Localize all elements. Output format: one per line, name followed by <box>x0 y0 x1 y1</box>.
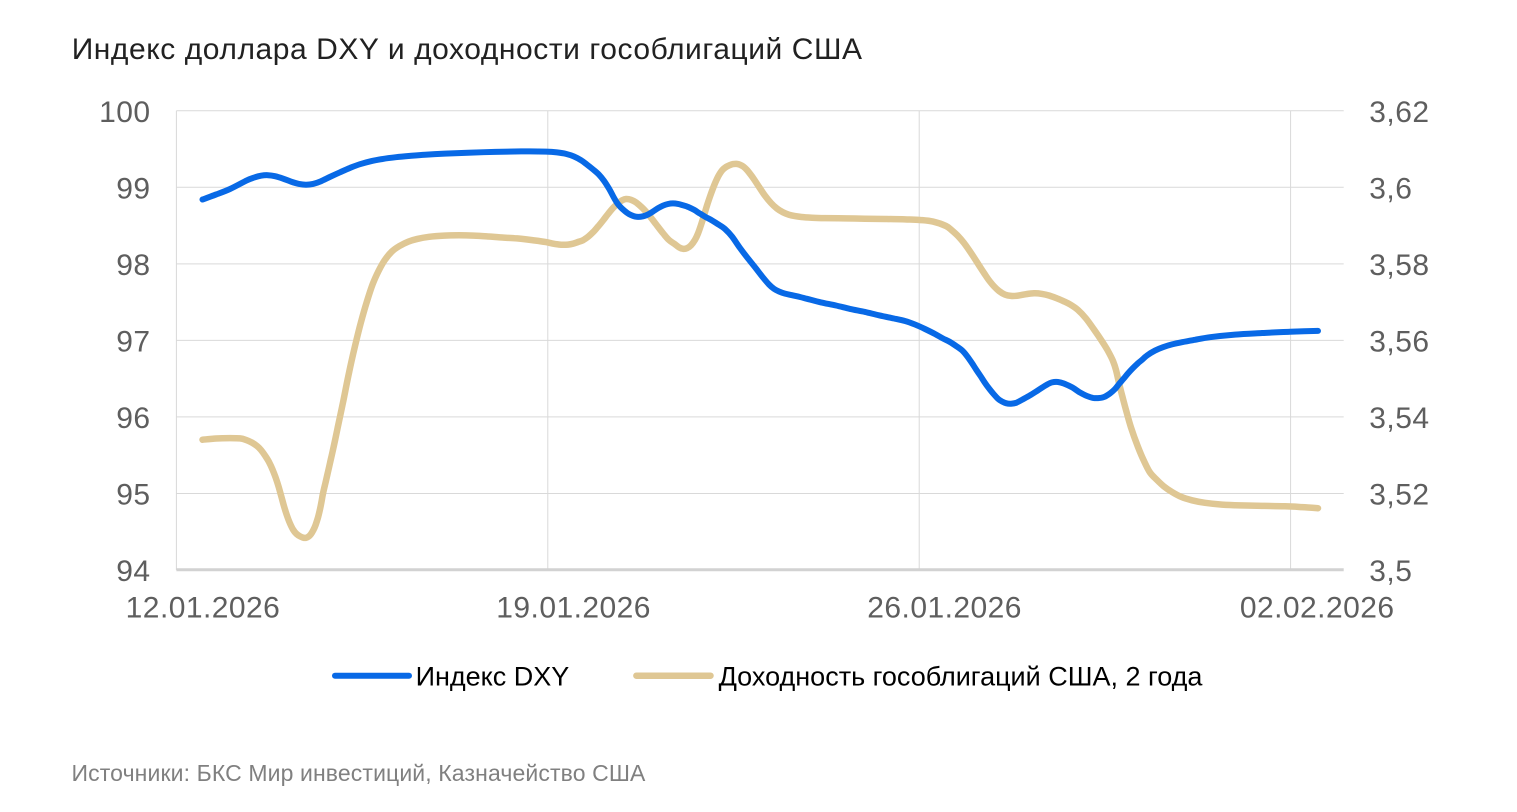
svg-text:99: 99 <box>116 172 150 205</box>
svg-text:02.02.2026: 02.02.2026 <box>1240 592 1395 625</box>
svg-text:3,54: 3,54 <box>1369 402 1429 435</box>
svg-text:98: 98 <box>116 249 150 282</box>
svg-text:97: 97 <box>116 325 150 358</box>
svg-text:Индекс DXY: Индекс DXY <box>416 662 570 692</box>
svg-text:95: 95 <box>116 479 150 512</box>
svg-text:3,5: 3,5 <box>1369 555 1412 588</box>
svg-text:26.01.2026: 26.01.2026 <box>867 592 1022 625</box>
svg-text:3,56: 3,56 <box>1369 325 1429 358</box>
svg-text:Индекс доллара DXY и доходност: Индекс доллара DXY и доходности гособлиг… <box>72 33 863 66</box>
svg-text:100: 100 <box>99 96 150 129</box>
svg-text:19.01.2026: 19.01.2026 <box>496 592 651 625</box>
svg-text:12.01.2026: 12.01.2026 <box>126 592 281 625</box>
svg-text:3,62: 3,62 <box>1369 96 1429 129</box>
svg-text:96: 96 <box>116 402 150 435</box>
svg-text:3,52: 3,52 <box>1369 479 1429 512</box>
svg-text:3,6: 3,6 <box>1369 172 1412 205</box>
svg-text:Источники: БКС Мир инвестиций,: Источники: БКС Мир инвестиций, Казначейс… <box>72 760 647 786</box>
svg-text:94: 94 <box>116 555 150 588</box>
svg-text:Доходность гособлигаций США, 2: Доходность гособлигаций США, 2 года <box>719 662 1204 692</box>
svg-text:3,58: 3,58 <box>1369 249 1429 282</box>
